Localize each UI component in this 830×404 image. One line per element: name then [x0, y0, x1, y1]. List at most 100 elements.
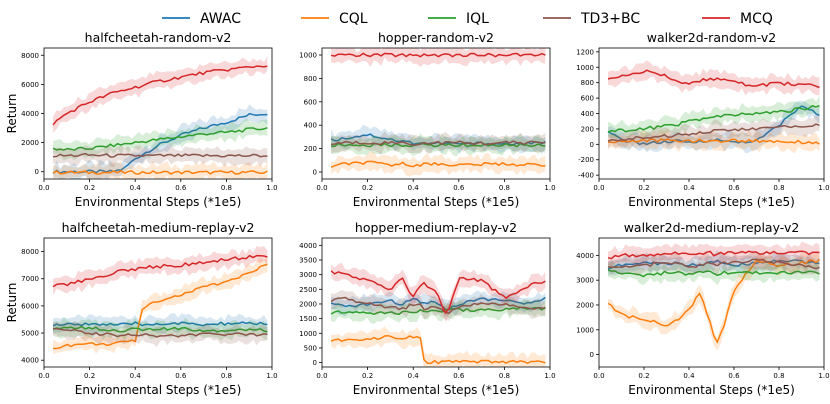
x-tick-label: 0.4	[408, 372, 420, 380]
band-td3-bc	[331, 131, 546, 155]
x-axis-label: Environmental Steps (*1e5)	[353, 195, 520, 209]
y-tick-label: 0	[590, 351, 594, 359]
axes-frame	[321, 237, 551, 368]
legend-label: CQL	[339, 11, 368, 27]
x-tick-label: 0.0	[593, 372, 604, 380]
line-td3-bc	[607, 258, 820, 270]
band-mcq	[331, 48, 546, 67]
line-cql	[330, 334, 546, 365]
y-tick-label: 8000	[21, 52, 39, 60]
line-mcq	[52, 254, 268, 288]
band-awac	[53, 104, 268, 179]
y-tick-label: 6000	[21, 302, 39, 310]
band-cql	[53, 257, 268, 355]
x-tick-label: 0.2	[84, 372, 95, 380]
band-td3-bc	[331, 290, 546, 321]
x-tick-label: 1.0	[544, 372, 555, 380]
band-td3-bc	[53, 320, 268, 348]
x-tick-label: 0.4	[130, 372, 142, 380]
x-tick-label: 0.2	[362, 372, 373, 380]
line-cql	[53, 263, 268, 350]
line-iql	[330, 306, 546, 316]
y-tick-label: 200	[581, 125, 594, 133]
axes-frame	[598, 237, 825, 368]
band-cql	[53, 160, 268, 179]
x-tick-label: 0.0	[38, 184, 49, 192]
legend-item-td3-bc: TD3+BC	[543, 11, 640, 27]
x-tick-label: 0.8	[773, 184, 784, 192]
x-axis-label: Environmental Steps (*1e5)	[75, 195, 242, 209]
line-td3-bc	[330, 296, 546, 315]
band-mcq	[331, 263, 546, 322]
axes-frame	[321, 47, 551, 180]
subplot-title: halfcheetah-medium-replay-v2	[62, 220, 255, 235]
x-tick-label: 0.6	[453, 372, 465, 380]
band-td3-bc	[53, 144, 268, 168]
x-tick-label: 1.0	[266, 372, 277, 380]
line-mcq	[330, 270, 546, 315]
line-awac	[52, 112, 268, 175]
x-tick-label: 0.0	[316, 184, 327, 192]
x-tick-label: 0.4	[683, 372, 695, 380]
series-group	[607, 60, 820, 154]
subplot-halfcheetah-random-v2: halfcheetah-random-v2 0.0 0.2 0.4 0.6 0.8 1.0 0…	[5, 30, 278, 209]
y-tick-label: 7000	[21, 275, 39, 283]
y-tick-label: 3500	[299, 256, 317, 264]
subplot-title: halfcheetah-random-v2	[85, 30, 232, 45]
line-td3-bc	[53, 327, 268, 338]
legend-label: MCQ	[740, 11, 773, 27]
line-iql	[331, 142, 546, 148]
x-tick-label: 0.4	[130, 184, 142, 192]
x-tick-label: 0.8	[499, 372, 510, 380]
x-tick-label: 1.0	[818, 184, 829, 192]
x-tick-label: 0.0	[593, 184, 604, 192]
x-tick-label: 0.6	[728, 184, 740, 192]
y-tick-label: 1000	[576, 64, 594, 72]
line-td3-bc	[331, 140, 546, 146]
y-tick-label: 4000	[299, 242, 317, 250]
y-tick-label: 800	[581, 79, 594, 87]
line-td3-bc	[53, 152, 268, 158]
subplot-walker2d-random-v2: walker2d-random-v2 0.0 0.2 0.4 0.6 0.8 1.0 -400…	[576, 30, 829, 209]
band-awac	[331, 124, 546, 154]
line-iql	[52, 126, 268, 151]
series-group	[52, 56, 268, 179]
legend-item-iql: IQL	[428, 11, 489, 27]
y-tick-label: 8000	[21, 248, 39, 256]
y-tick-label: 1000	[299, 330, 317, 338]
series-group	[330, 48, 546, 177]
x-axis-label: Environmental Steps (*1e5)	[353, 383, 520, 397]
y-axis-label: Return	[5, 283, 19, 323]
x-tick-label: 0.8	[221, 184, 232, 192]
y-tick-label: 0	[590, 141, 594, 149]
x-tick-label: 0.2	[84, 184, 95, 192]
line-mcq	[52, 65, 268, 126]
line-td3-bc	[607, 123, 820, 142]
subplot-title: hopper-random-v2	[378, 30, 494, 45]
x-axis-label: Environmental Steps (*1e5)	[75, 383, 242, 397]
y-tick-label: 400	[304, 122, 317, 130]
band-cql	[331, 151, 546, 177]
y-tick-label: 2500	[299, 286, 317, 294]
x-tick-label: 0.6	[175, 372, 187, 380]
y-tick-label: 0	[313, 168, 317, 176]
y-tick-label: 2000	[299, 300, 317, 308]
y-tick-label: 0	[313, 359, 317, 367]
line-mcq	[330, 52, 546, 58]
y-tick-label: -400	[578, 172, 594, 180]
y-tick-label: 0	[35, 168, 39, 176]
x-tick-label: 0.2	[638, 184, 649, 192]
series-group	[607, 241, 820, 351]
y-tick-label: 600	[304, 98, 317, 106]
x-axis-label: Environmental Steps (*1e5)	[628, 383, 795, 397]
y-tick-label: 3000	[576, 277, 594, 285]
y-tick-label: 4000	[21, 110, 39, 118]
subplot-halfcheetah-medium-replay-v2: halfcheetah-medium-replay-v2 0.0 0.2 0.4 0.6…	[5, 220, 278, 397]
band-awac	[331, 290, 546, 317]
y-tick-label: 600	[581, 95, 594, 103]
band-cql	[331, 326, 546, 367]
x-tick-label: 0.2	[362, 184, 373, 192]
x-tick-label: 0.4	[683, 184, 695, 192]
y-tick-label: 500	[304, 344, 317, 352]
